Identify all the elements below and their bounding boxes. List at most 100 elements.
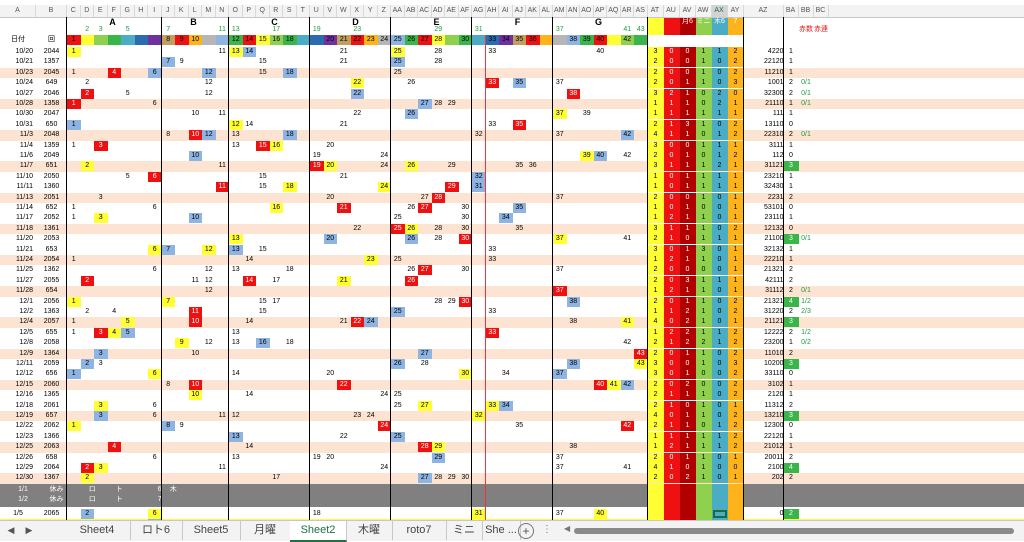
number-cell[interactable]: 3 — [98, 360, 103, 367]
number-cell[interactable]: 37 — [553, 234, 567, 245]
number-cell[interactable]: 26 — [404, 161, 418, 172]
number-cell[interactable]: 2 — [80, 359, 94, 369]
number-cell[interactable]: 15 — [258, 308, 267, 315]
column-header-w[interactable]: W — [337, 5, 351, 17]
data-row[interactable] — [0, 119, 1024, 131]
number-cell[interactable]: 42 — [623, 152, 632, 159]
number-cell[interactable]: 8 — [166, 380, 171, 388]
data-row[interactable] — [0, 369, 1024, 380]
data-row[interactable] — [0, 99, 1024, 110]
number-cell[interactable]: 43 — [634, 359, 648, 369]
number-cell[interactable]: 7 — [161, 244, 175, 255]
number-cell[interactable]: 13 — [229, 431, 243, 442]
column-header-ax[interactable]: AX — [711, 5, 728, 17]
number-cell[interactable]: 20 — [323, 161, 337, 172]
number-cell[interactable]: 33 — [485, 78, 499, 89]
number-cell[interactable]: 12 — [204, 79, 213, 87]
number-cell[interactable]: 28 — [434, 474, 443, 482]
data-row[interactable] — [0, 286, 1024, 297]
number-cell[interactable]: 15 — [256, 140, 270, 151]
number-cell[interactable]: 3 — [94, 463, 108, 473]
number-cell[interactable]: 6 — [148, 519, 162, 520]
number-cell[interactable]: 28 — [434, 224, 443, 232]
number-cell[interactable]: 40 — [593, 508, 607, 519]
spreadsheet-grid[interactable]: A B C D E F G H I J K L M N O P Q R S T U V W X Y Z AA AB AC AD AE AF AG… — [0, 0, 1024, 520]
number-cell[interactable]: 25 — [391, 307, 405, 317]
number-cell[interactable]: 15 — [258, 245, 267, 253]
number-cell[interactable]: 27 — [418, 400, 432, 411]
number-cell[interactable]: 38 — [566, 296, 580, 307]
data-row[interactable] — [0, 338, 1024, 349]
number-cell[interactable]: 6 — [148, 244, 162, 255]
column-header-ay[interactable]: AY — [728, 5, 744, 17]
column-header-ba[interactable]: BA — [784, 5, 799, 17]
number-cell[interactable]: 12 — [202, 130, 216, 141]
number-cell[interactable]: 37 — [555, 79, 564, 87]
number-cell[interactable]: 3 — [94, 140, 108, 151]
column-header-ae[interactable]: AE — [445, 5, 459, 17]
column-header-d[interactable]: D — [81, 5, 94, 17]
number-cell[interactable]: 11 — [218, 412, 226, 419]
number-cell[interactable]: 3 — [94, 213, 108, 224]
sheet-tab[interactable]: She ... — [482, 521, 521, 540]
number-cell[interactable]: 13 — [229, 47, 243, 57]
number-cell[interactable]: 23 — [353, 412, 362, 419]
data-row[interactable] — [0, 67, 1024, 79]
number-cell[interactable]: 8 — [161, 421, 175, 432]
number-cell[interactable]: 6 — [148, 171, 162, 182]
sheet-tab[interactable]: Sheet5 — [182, 521, 241, 540]
number-cell[interactable]: 2 — [80, 463, 94, 473]
data-row[interactable] — [0, 359, 1024, 370]
number-cell[interactable]: 33 — [485, 327, 499, 338]
number-cell[interactable]: 22 — [350, 78, 364, 89]
column-header-at[interactable]: AT — [648, 5, 664, 17]
column-header-aj[interactable]: AJ — [513, 5, 526, 17]
column-header-x[interactable]: X — [351, 5, 364, 17]
number-cell[interactable]: 43 — [634, 348, 648, 359]
number-cell[interactable]: 2 — [80, 275, 94, 286]
column-header-v[interactable]: V — [324, 5, 337, 17]
number-cell[interactable]: 30 — [458, 296, 472, 307]
number-cell[interactable]: 33 — [488, 48, 497, 55]
number-cell[interactable]: 26 — [407, 79, 416, 87]
number-cell[interactable]: 26 — [404, 223, 418, 234]
column-header-z[interactable]: Z — [378, 5, 391, 17]
column-header-au[interactable]: AU — [664, 5, 680, 17]
number-cell[interactable]: 40 — [593, 151, 607, 161]
number-cell[interactable]: 41 — [623, 235, 632, 243]
data-row[interactable] — [0, 140, 1024, 151]
number-cell[interactable]: 13 — [231, 453, 240, 461]
number-cell[interactable]: 25 — [391, 57, 405, 68]
number-cell[interactable]: 40 — [596, 48, 605, 55]
number-cell[interactable]: 27 — [418, 265, 432, 276]
column-header-bc[interactable]: BC — [814, 5, 829, 17]
number-cell[interactable]: 26 — [404, 275, 418, 286]
sheet-tab[interactable]: Sheet2 — [290, 521, 347, 542]
number-cell[interactable]: 35 — [515, 422, 524, 430]
number-cell[interactable]: 9 — [175, 338, 189, 349]
data-row[interactable] — [0, 463, 1024, 474]
number-cell[interactable]: 32 — [472, 171, 486, 182]
number-cell[interactable]: 10 — [188, 390, 202, 401]
number-cell[interactable]: 24 — [380, 464, 389, 471]
number-cell[interactable]: 33 — [485, 400, 499, 411]
number-cell[interactable]: 12 — [204, 287, 213, 295]
number-cell[interactable]: 20 — [326, 453, 335, 461]
number-cell[interactable]: 34 — [499, 400, 513, 411]
number-cell[interactable]: 42 — [620, 379, 634, 390]
number-cell[interactable]: 18 — [283, 182, 297, 193]
sheet-tab[interactable]: ロト6 — [130, 521, 183, 540]
number-cell[interactable]: 14 — [231, 370, 240, 378]
number-cell[interactable]: 27 — [420, 193, 429, 201]
data-row[interactable] — [0, 255, 1024, 266]
data-row[interactable] — [0, 307, 1024, 318]
number-cell[interactable]: 8 — [166, 131, 171, 139]
number-cell[interactable]: 24 — [366, 412, 375, 419]
number-cell[interactable]: 11 — [218, 110, 226, 118]
number-cell[interactable]: 38 — [569, 443, 578, 451]
number-cell[interactable]: 18 — [285, 266, 294, 274]
number-cell[interactable]: 4 — [107, 442, 121, 453]
number-cell[interactable]: 24 — [380, 162, 389, 170]
scrollbar-thumb[interactable] — [574, 528, 1014, 534]
number-cell[interactable]: 21 — [337, 275, 351, 286]
